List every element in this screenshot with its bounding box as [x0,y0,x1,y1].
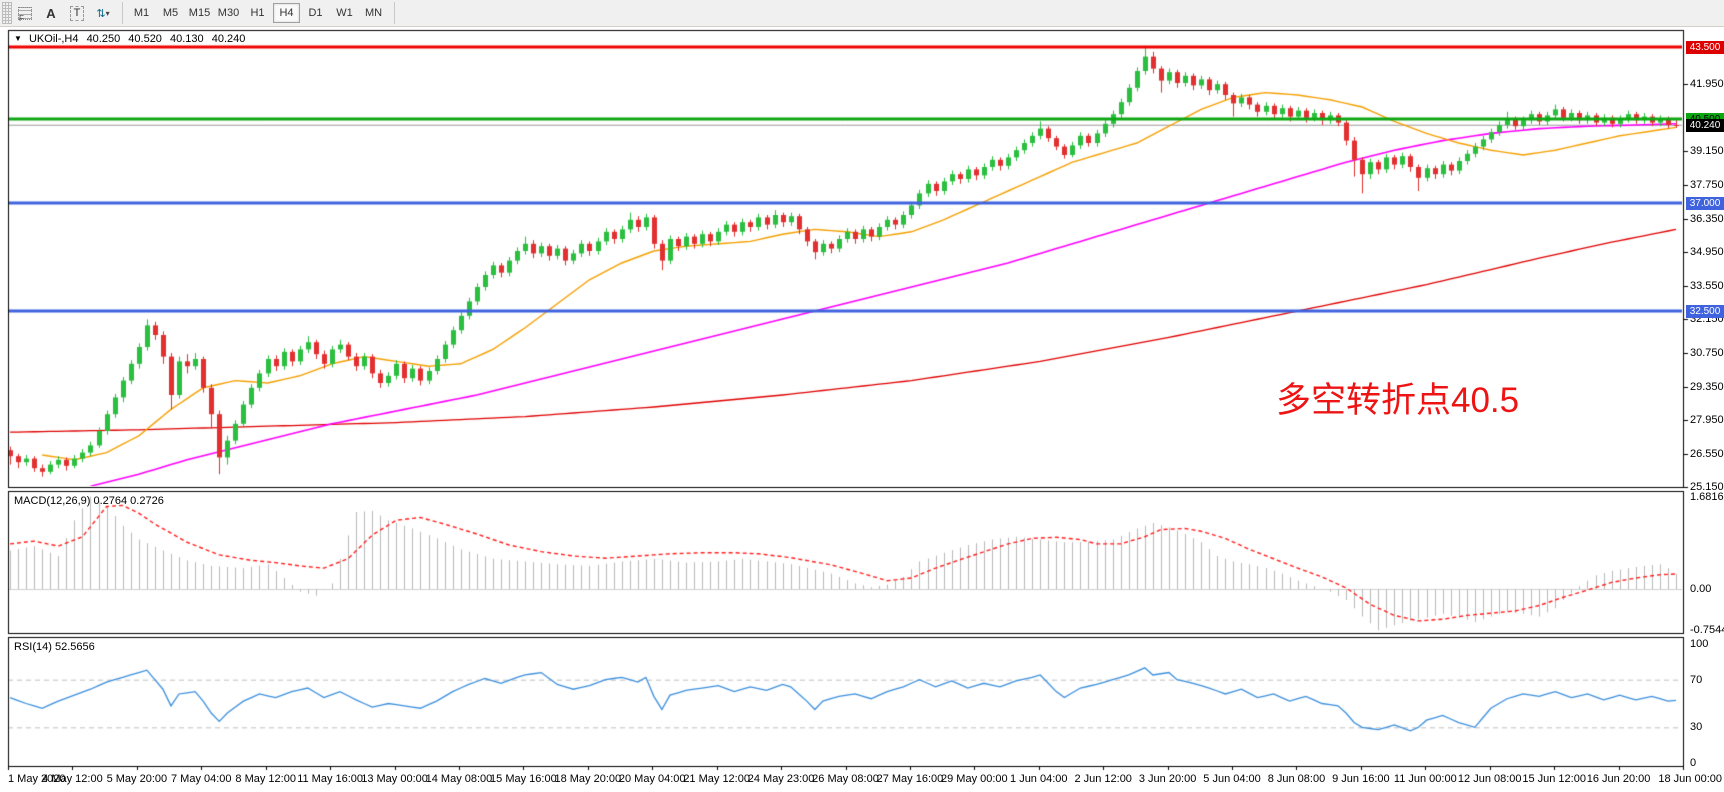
ohlc-high: 40.520 [128,33,162,45]
grid-f-icon-button[interactable]: F [13,2,37,24]
rsi-readout: 52.5656 [54,641,95,653]
level-price-label: 37.000 [1686,197,1724,210]
timeframe-group: M1 M5 M15 M30 H1 H4 D1 W1 MN [127,3,388,23]
price-tick-label: 37.750 [1690,179,1724,191]
time-axis-label: 12 Jun 08:00 [1457,773,1522,785]
time-axis-label: 21 May 12:00 [683,773,750,785]
chart-symbol-header: ▼ UKOil-,H4 40.250 40.520 40.130 40.240 [14,33,250,45]
time-axis-label: 24 May 23:00 [747,773,815,785]
toolbar-separator [122,2,123,24]
arrow-objects-button[interactable]: ⇅ ▾ [91,2,115,24]
macd-title: MACD(12,26,9) [14,495,91,507]
time-axis-label: 14 May 08:00 [425,773,493,785]
rsi-scale-label: 30 [1690,721,1703,734]
time-axis-label: 9 Jun 16:00 [1332,773,1390,785]
timeframe-button-D1[interactable]: D1 [308,7,323,19]
macd-indicator-label: MACD(12,26,9) 0.2764 0.2726 [14,495,164,507]
rsi-scale-label: 0 [1690,757,1697,769]
label-a-icon: A [46,5,56,21]
timeframe-button-M30[interactable]: M30 [217,7,240,19]
time-axis-label: 11 May 16:00 [297,773,364,785]
time-axis-label: 15 May 16:00 [490,773,557,785]
level-price-label: 40.240 [1686,119,1724,133]
collapse-triangle-icon[interactable]: ▼ [14,34,22,43]
toolbar-separator-end [394,2,395,24]
text-label-button[interactable]: A [39,2,63,24]
macd-readout: 0.2764 0.2726 [93,495,164,507]
price-tick-label: 33.550 [1690,279,1724,292]
timeframe-button-M5[interactable]: M5 [162,7,179,19]
ohlc-open: 40.250 [86,33,121,45]
time-axis-label: 3 Jun 20:00 [1138,773,1197,785]
level-price-label: 32.500 [1686,305,1724,318]
time-axis-label: 5 May 20:00 [106,773,168,785]
rsi-title: RSI(14) [14,641,52,653]
time-axis-label: 5 Jun 04:00 [1203,773,1261,785]
time-axis-label: 27 May 16:00 [876,773,944,785]
textbox-t-icon: T [69,5,85,21]
price-tick-label: 36.350 [1690,212,1724,225]
arrows-icon: ⇅ [96,7,105,20]
price-tick-label: 25.150 [1690,481,1724,494]
time-axis-label: 7 May 04:00 [170,773,232,785]
price-tick-label: 27.950 [1690,414,1724,427]
price-tick-label: 29.350 [1690,380,1724,393]
chart-text-annotation[interactable]: 多空转折点40.5 [1276,381,1520,420]
time-axis-label: 8 Jun 08:00 [1267,773,1326,785]
macd-scale-label: 1.6816 [1690,490,1724,503]
symbol-name: UKOil-,H4 [28,33,79,45]
price-tick-label: 41.950 [1690,78,1724,91]
timeframe-button-M1[interactable]: M1 [133,7,150,19]
time-axis-label: 18 May 20:00 [554,773,622,785]
rsi-scale-label: 100 [1690,638,1709,650]
time-axis-label: 2 Jun 12:00 [1074,773,1132,785]
macd-scale-label: -0.7544 [1690,624,1724,637]
time-axis-label: 16 Jun 20:00 [1586,773,1651,785]
ohlc-low: 40.130 [170,33,204,45]
time-axis-label: 29 May 00:00 [941,773,1008,785]
time-axis-label: 1 Jun 04:00 [1010,773,1068,785]
price-tick-label: 39.150 [1690,145,1724,158]
text-box-button[interactable]: T [65,2,89,24]
rsi-indicator-label: RSI(14) 52.5656 [14,641,95,653]
timeframe-button-M15[interactable]: M15 [188,7,211,19]
chevron-down-icon: ▾ [105,8,110,18]
time-axis-label: 18 Jun 00:00 [1658,773,1722,785]
time-axis-label: 15 Jun 12:00 [1522,773,1586,785]
macd-scale-label: 0.00 [1690,583,1712,595]
time-axis-label: 1 May 2020 [8,773,66,785]
time-axis-label: 8 May 12:00 [235,773,296,785]
rsi-scale-label: 70 [1690,673,1703,686]
chart-canvas[interactable] [0,27,1724,792]
toolbar-drag-handle[interactable] [2,2,12,24]
timeframe-button-H1[interactable]: H1 [250,7,265,19]
time-axis-label: 26 May 08:00 [812,773,879,785]
toolbar: F A T ⇅ ▾ M1 M5 M15 M30 H1 H4 D1 W1 MN [0,0,1724,27]
level-price-label: 43.500 [1686,41,1724,54]
time-axis-label: 20 May 04:00 [618,773,686,785]
price-tick-label: 26.550 [1690,447,1724,460]
timeframe-button-W1[interactable]: W1 [336,7,353,19]
time-axis-label: 4 May 12:00 [42,773,103,785]
time-axis-label: 13 May 00:00 [361,773,428,785]
chart-window: ▼ UKOil-,H4 40.250 40.520 40.130 40.240 … [0,27,1724,792]
price-tick-label: 30.750 [1690,347,1724,359]
grid-f-icon: F [18,6,32,23]
timeframe-button-MN[interactable]: MN [364,7,383,19]
ohlc-close: 40.240 [211,33,246,45]
time-axis-label: 11 Jun 00:00 [1393,773,1457,785]
timeframe-button-H4[interactable]: H4 [273,3,300,23]
price-tick-label: 34.950 [1690,246,1724,259]
